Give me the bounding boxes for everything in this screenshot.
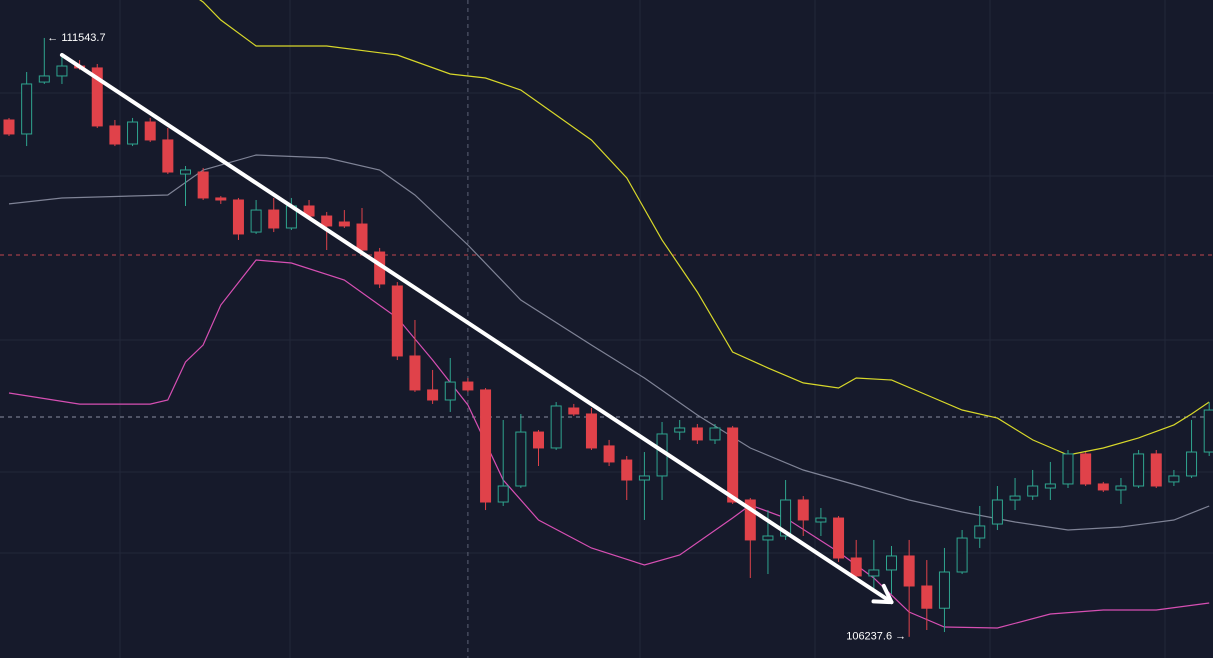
- candle-body: [480, 389, 492, 503]
- candle-body: [391, 285, 403, 357]
- candle-body: [1080, 453, 1092, 485]
- candle-body: [409, 355, 421, 391]
- candle-body: [921, 585, 933, 609]
- candle-body: [232, 199, 244, 235]
- candle-body: [585, 413, 597, 449]
- candle-body: [956, 537, 968, 573]
- candle-body: [268, 209, 280, 229]
- candle-body: [1186, 451, 1198, 477]
- candle-body: [744, 499, 756, 541]
- candle-body: [603, 445, 615, 463]
- candle-body: [109, 125, 121, 145]
- candle-body: [691, 427, 703, 441]
- candle-body: [356, 223, 368, 251]
- candle-body: [321, 215, 333, 227]
- candle-body: [833, 517, 845, 559]
- candle-body: [621, 459, 633, 481]
- candle-body: [974, 525, 986, 539]
- candle-body: [250, 209, 262, 233]
- candle-body: [91, 67, 103, 127]
- candle-body: [674, 427, 686, 433]
- candle-body: [797, 499, 809, 521]
- candle-body: [162, 139, 174, 173]
- candle-body: [638, 475, 650, 481]
- candle-body: [886, 555, 897, 571]
- band-line: [8, 154, 1210, 531]
- candle-body: [1009, 495, 1021, 501]
- candle-body: [1097, 483, 1109, 491]
- candle-body: [462, 381, 474, 391]
- candle-body: [3, 119, 15, 135]
- candle-body: [550, 405, 562, 449]
- candle-body: [709, 427, 721, 441]
- candle-body: [497, 485, 509, 503]
- band-line: [199, 0, 1210, 456]
- candle-body: [850, 557, 862, 577]
- candle-body: [127, 121, 139, 145]
- candle-body: [1044, 483, 1056, 489]
- candle-body: [903, 555, 915, 587]
- candle-body: [21, 83, 33, 135]
- candle-body: [868, 569, 880, 577]
- candle-body: [215, 197, 227, 201]
- candle-body: [515, 431, 527, 487]
- candle-body: [144, 121, 156, 141]
- candle-body: [938, 571, 950, 609]
- candle-body: [1150, 453, 1162, 487]
- candle-body: [1133, 453, 1145, 487]
- trend-arrow-head: [871, 583, 894, 605]
- trend-arrow: [59, 52, 894, 605]
- candle-body: [568, 407, 580, 415]
- candle-body: [727, 427, 739, 503]
- candle-body: [444, 381, 456, 401]
- candle-body: [56, 65, 68, 77]
- candle-body: [180, 169, 191, 175]
- candle-body: [1027, 485, 1039, 497]
- candle-body: [38, 75, 50, 83]
- band-line: [8, 259, 1210, 629]
- candle-body: [1115, 485, 1127, 491]
- price-annotation: 106237.6 →: [846, 631, 906, 643]
- candle-body: [533, 431, 544, 449]
- candle-body: [338, 221, 350, 227]
- candle-body: [1203, 409, 1213, 453]
- price-annotation: ← 111543.7: [47, 32, 105, 44]
- candle-body: [1062, 453, 1074, 485]
- candle-body: [427, 389, 439, 401]
- candle-body: [815, 517, 827, 523]
- candle-body: [991, 499, 1003, 525]
- candle-body: [1168, 475, 1180, 483]
- candle-body: [197, 171, 209, 199]
- candle-body: [780, 499, 792, 537]
- candle-body: [762, 535, 774, 541]
